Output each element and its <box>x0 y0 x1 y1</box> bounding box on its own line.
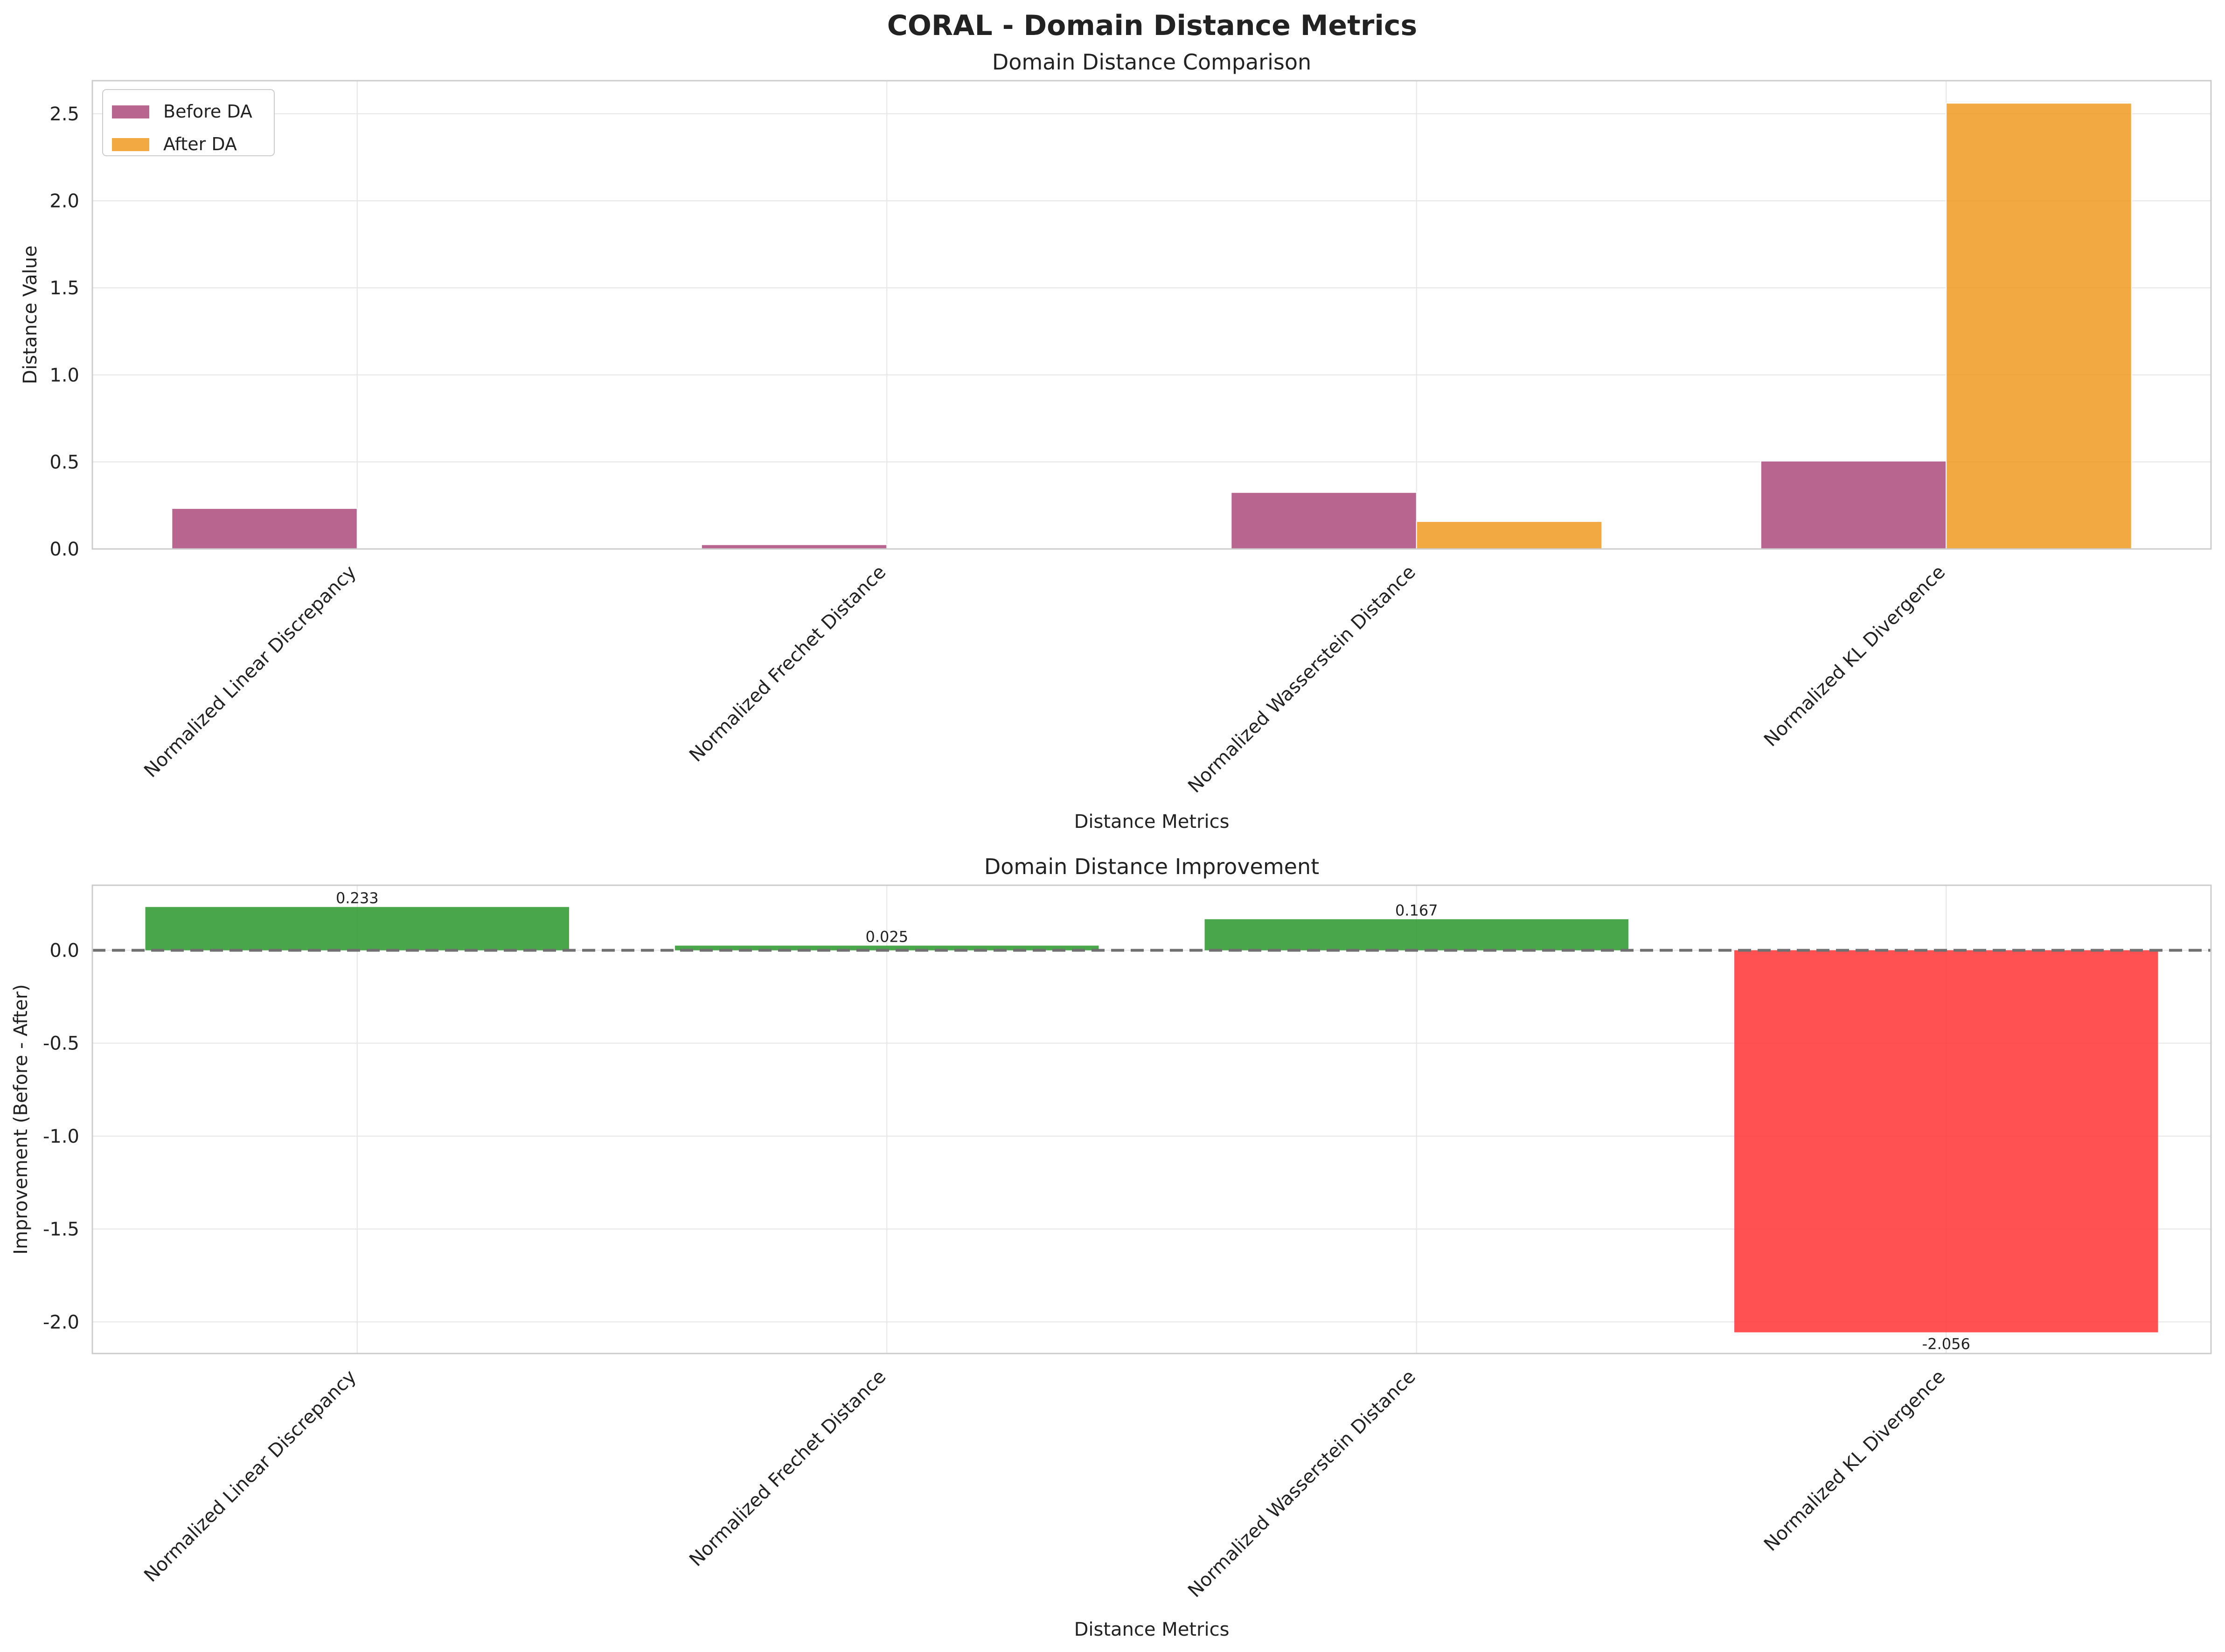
bar-improvement <box>1734 950 2158 1333</box>
y-tick-label: 2.0 <box>49 191 79 212</box>
x-tick-label: Normalized Linear Discrepancy <box>140 562 361 782</box>
x-tick-label: Normalized Wasserstein Distance <box>1184 1366 1420 1602</box>
y-tick-label: 1.0 <box>49 365 79 386</box>
x-axis-label: Distance Metrics <box>1074 1619 1230 1640</box>
y-tick-label: 2.5 <box>49 104 79 125</box>
plot-frame <box>91 884 2212 1354</box>
x-tick-label: Normalized KL Divergence <box>1760 1366 1949 1555</box>
x-axis-label: Distance Metrics <box>1074 811 1230 833</box>
comparison-chart: 0.0 0.5 1.0 1.5 2.0 2.5 Normalized Linear Disc… <box>20 49 2212 833</box>
bar-after <box>1946 103 2132 549</box>
y-axis-label: Distance Value <box>20 245 41 384</box>
figure-title: CORAL - Domain Distance Metrics <box>887 9 1417 42</box>
bar-before <box>1760 460 1947 549</box>
y-tick-label: 0.5 <box>49 451 79 473</box>
data-label: 0.233 <box>336 889 379 907</box>
y-tick-label: -1.5 <box>43 1219 79 1240</box>
bar-before <box>1231 492 1417 549</box>
bar-before <box>171 508 358 549</box>
bar-after <box>1416 521 1603 550</box>
legend: Before DA After DA <box>102 89 275 156</box>
bar-improvement <box>1204 919 1628 951</box>
y-tick-label: -0.5 <box>43 1033 79 1055</box>
data-label: 0.025 <box>865 928 908 945</box>
y-tick-label: 1.5 <box>49 278 79 299</box>
legend-label-before: Before DA <box>163 101 252 122</box>
bar-improvement <box>675 945 1099 951</box>
y-axis-label: Improvement (Before - After) <box>10 984 32 1255</box>
chart-title: Domain Distance Improvement <box>984 854 1319 879</box>
x-tick-label: Normalized Frechet Distance <box>685 1366 890 1571</box>
x-tick-label: Normalized KL Divergence <box>1760 562 1949 751</box>
x-tick-label: Normalized Wasserstein Distance <box>1184 562 1420 798</box>
x-tick-label: Normalized Linear Discrepancy <box>140 1366 361 1587</box>
x-tick-label: Normalized Frechet Distance <box>685 562 890 766</box>
y-tick-label: -1.0 <box>43 1126 79 1147</box>
plot-frame <box>91 80 2212 550</box>
y-tick-label: 0.0 <box>49 539 79 560</box>
bar-improvement <box>145 907 569 951</box>
y-tick-label: -2.0 <box>43 1312 79 1333</box>
data-label: 0.167 <box>1395 902 1438 919</box>
improvement-chart: -2.0 -1.5 -1.0 -0.5 0.0 Normalized Linear Dis… <box>10 854 2212 1640</box>
legend-swatch-before <box>112 105 149 118</box>
data-label: -2.056 <box>1922 1335 1970 1353</box>
y-tick-label: 0.0 <box>49 940 79 961</box>
legend-label-after: After DA <box>163 134 237 154</box>
legend-swatch-after <box>112 138 149 151</box>
chart-title: Domain Distance Comparison <box>992 49 1311 75</box>
